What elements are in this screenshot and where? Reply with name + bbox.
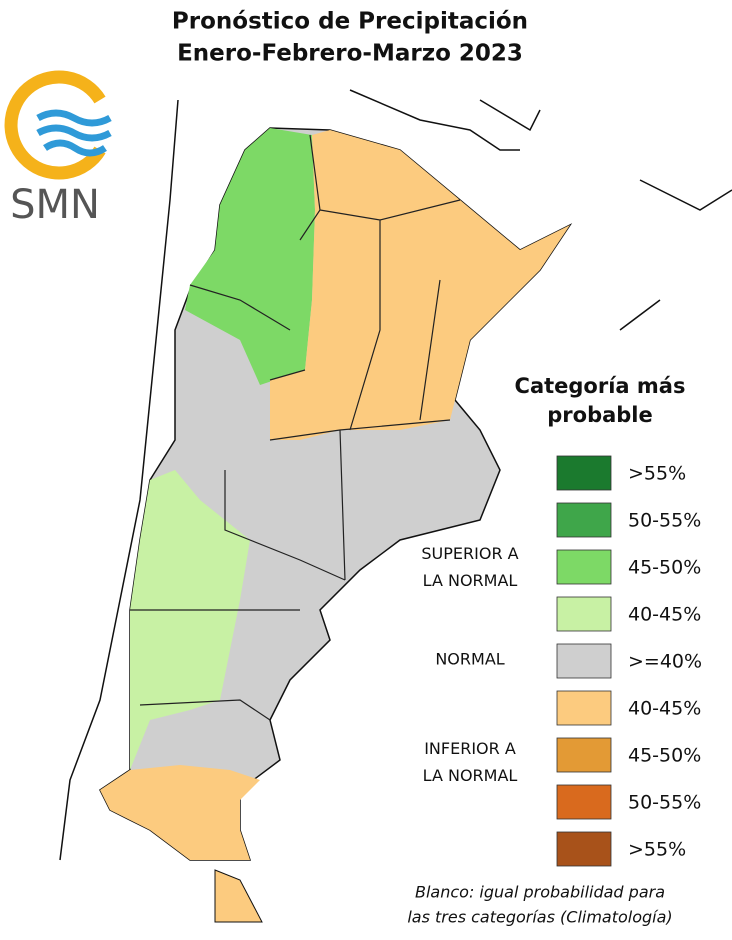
province-line [130,134,461,721]
legend-label: 50-55% [628,792,701,814]
group-label: INFERIOR A [424,739,516,758]
legend-swatch [556,784,612,820]
group-label: LA NORMAL [423,571,518,590]
group-label: NORMAL [435,650,504,669]
legend-swatch [556,737,612,773]
footnote: las tres categorías (Climatología) [407,908,672,927]
chile-border [59,99,179,861]
legend-swatch [556,549,612,585]
legend-swatch [556,643,612,679]
title-line: Pronóstico de Precipitación [172,9,528,35]
legend-swatch [556,502,612,538]
map [59,89,732,923]
region-below-south [100,765,260,860]
neighbor-border [349,89,732,331]
group-label: LA NORMAL [423,766,518,785]
region-above [185,128,315,385]
legend-swatch [556,596,612,632]
logo-wave [36,124,112,142]
region-above-light [130,470,250,770]
legend-label: 45-50% [628,557,701,579]
logo: SMN [4,70,112,228]
legend-label: 45-50% [628,745,701,767]
footnote: Blanco: igual probabilidad para [415,883,665,902]
legend-label: >=40% [628,651,702,673]
legend-swatch [556,455,612,491]
logo-wave [43,139,107,157]
logo-sun [4,70,106,180]
title: Pronóstico de Precipitación Enero-Febrer… [172,9,528,67]
legend-title: Categoría más [515,374,686,398]
tierra-del-fuego [214,869,263,923]
legend-label: >55% [628,463,686,485]
region-below [270,130,570,440]
legend-label: 40-45% [628,698,701,720]
legend: Categoría más probable >55% 50-55% 45-50% 4… [421,374,702,867]
title-line: Enero-Febrero-Marzo 2023 [177,41,523,67]
logo-text: SMN [10,182,100,228]
legend-title: probable [547,403,653,427]
legend-swatch [556,690,612,726]
legend-swatch [556,831,612,867]
legend-label: 40-45% [628,604,701,626]
logo-wave [36,109,112,127]
legend-label: >55% [628,839,686,861]
legend-label: 50-55% [628,510,701,532]
group-label: SUPERIOR A [421,544,518,563]
